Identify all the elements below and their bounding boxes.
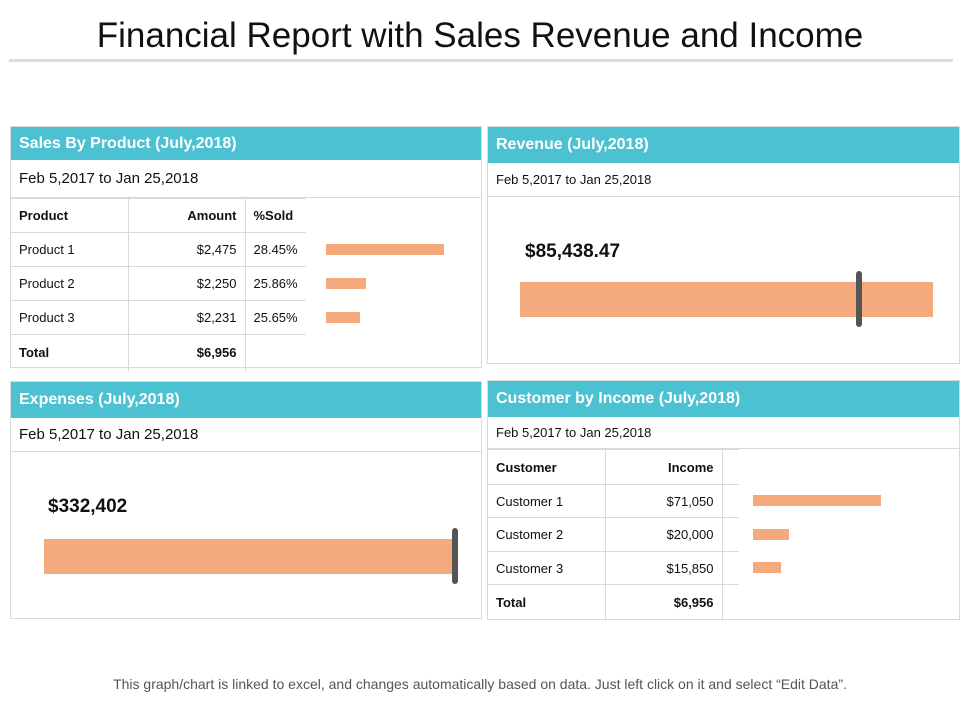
revenue-panel: Revenue (July,2018) Feb 5,2017 to Jan 25…: [487, 126, 960, 364]
customer-name: Customer 1: [488, 484, 606, 518]
column-header-customer: Customer: [488, 449, 606, 485]
table-row: Product 3 $2,231 25.65%: [11, 300, 360, 335]
revenue-bar: [520, 282, 933, 317]
income-bar-customer-2: [752, 528, 789, 540]
expenses-marker: [452, 528, 458, 584]
product-amount: $2,475: [128, 232, 246, 267]
sales-table: Product Amount %Sold Product 1 $2,475 28…: [11, 198, 444, 371]
table-row: Product 2 $2,250 25.86%: [11, 266, 367, 301]
customer-income-table: Customer Income Customer 1 $71,050 Custo…: [488, 449, 882, 621]
total-label: Total: [11, 334, 129, 371]
table-row: Customer 1 $71,050: [488, 484, 882, 518]
customer-name: Customer 2: [488, 517, 606, 552]
income-bar-customer-3: [752, 562, 782, 573]
product-pct-sold: 25.65%: [253, 310, 298, 325]
title-divider: [9, 59, 953, 62]
sales-header: Sales By Product (July,2018): [11, 127, 481, 160]
expenses-header: Expenses (July,2018): [11, 382, 481, 418]
sales-panel: Sales By Product (July,2018) Feb 5,2017 …: [10, 126, 482, 371]
revenue-header: Revenue (July,2018): [488, 127, 959, 163]
revenue-date-range: Feb 5,2017 to Jan 25,2018: [488, 163, 959, 197]
sales-bar-product-1: [325, 243, 444, 255]
sales-bar-product-3: [325, 311, 360, 323]
product-pct-sold: 25.86%: [253, 276, 298, 291]
table-header-row: Customer Income: [488, 449, 739, 485]
product-name: Product 2: [11, 266, 129, 301]
column-header-product: Product: [11, 198, 129, 233]
table-row: Product 1 $2,475 28.45%: [11, 232, 444, 267]
product-name: Product 1: [11, 232, 129, 267]
customer-name: Customer 3: [488, 551, 606, 585]
total-income: $6,956: [605, 584, 723, 621]
customer-income: $71,050: [605, 484, 723, 518]
sales-bar-product-2: [325, 277, 367, 289]
table-total-row: Total $6,956: [11, 334, 306, 371]
column-header-income: Income: [605, 449, 723, 485]
product-pct-sold: 28.45%: [253, 242, 298, 257]
customer-income-date-range: Feb 5,2017 to Jan 25,2018: [488, 417, 959, 449]
expenses-date-range: Feb 5,2017 to Jan 25,2018: [11, 418, 481, 452]
expenses-value: $332,402: [48, 496, 128, 517]
customer-income: $15,850: [605, 551, 723, 585]
expenses-panel: Expenses (July,2018) Feb 5,2017 to Jan 2…: [10, 381, 482, 619]
customer-income: $20,000: [605, 517, 723, 552]
income-bar-customer-1: [752, 495, 882, 506]
column-header-amount: Amount: [128, 198, 246, 233]
footer-note: This graph/chart is linked to excel, and…: [113, 676, 847, 692]
table-header-row: Product Amount %Sold: [11, 198, 306, 233]
revenue-marker: [855, 271, 862, 327]
customer-income-header: Customer by Income (July,2018): [488, 381, 959, 417]
table-row: Customer 3 $15,850: [488, 551, 782, 585]
page-title: Financial Report with Sales Revenue and …: [96, 16, 864, 55]
product-amount: $2,231: [128, 300, 246, 335]
product-name: Product 3: [11, 300, 129, 335]
customer-income-panel: Customer by Income (July,2018) Feb 5,201…: [487, 380, 960, 621]
product-amount: $2,250: [128, 266, 246, 301]
sales-date-range: Feb 5,2017 to Jan 25,2018: [11, 160, 481, 198]
table-row: Customer 2 $20,000: [488, 517, 789, 552]
total-label: Total: [488, 584, 606, 621]
column-header-pct-sold: %Sold: [245, 198, 306, 233]
revenue-value: $85,438.47: [525, 241, 621, 262]
table-total-row: Total $6,956: [488, 584, 739, 621]
total-amount: $6,956: [128, 334, 246, 371]
expenses-bar: [44, 539, 455, 574]
